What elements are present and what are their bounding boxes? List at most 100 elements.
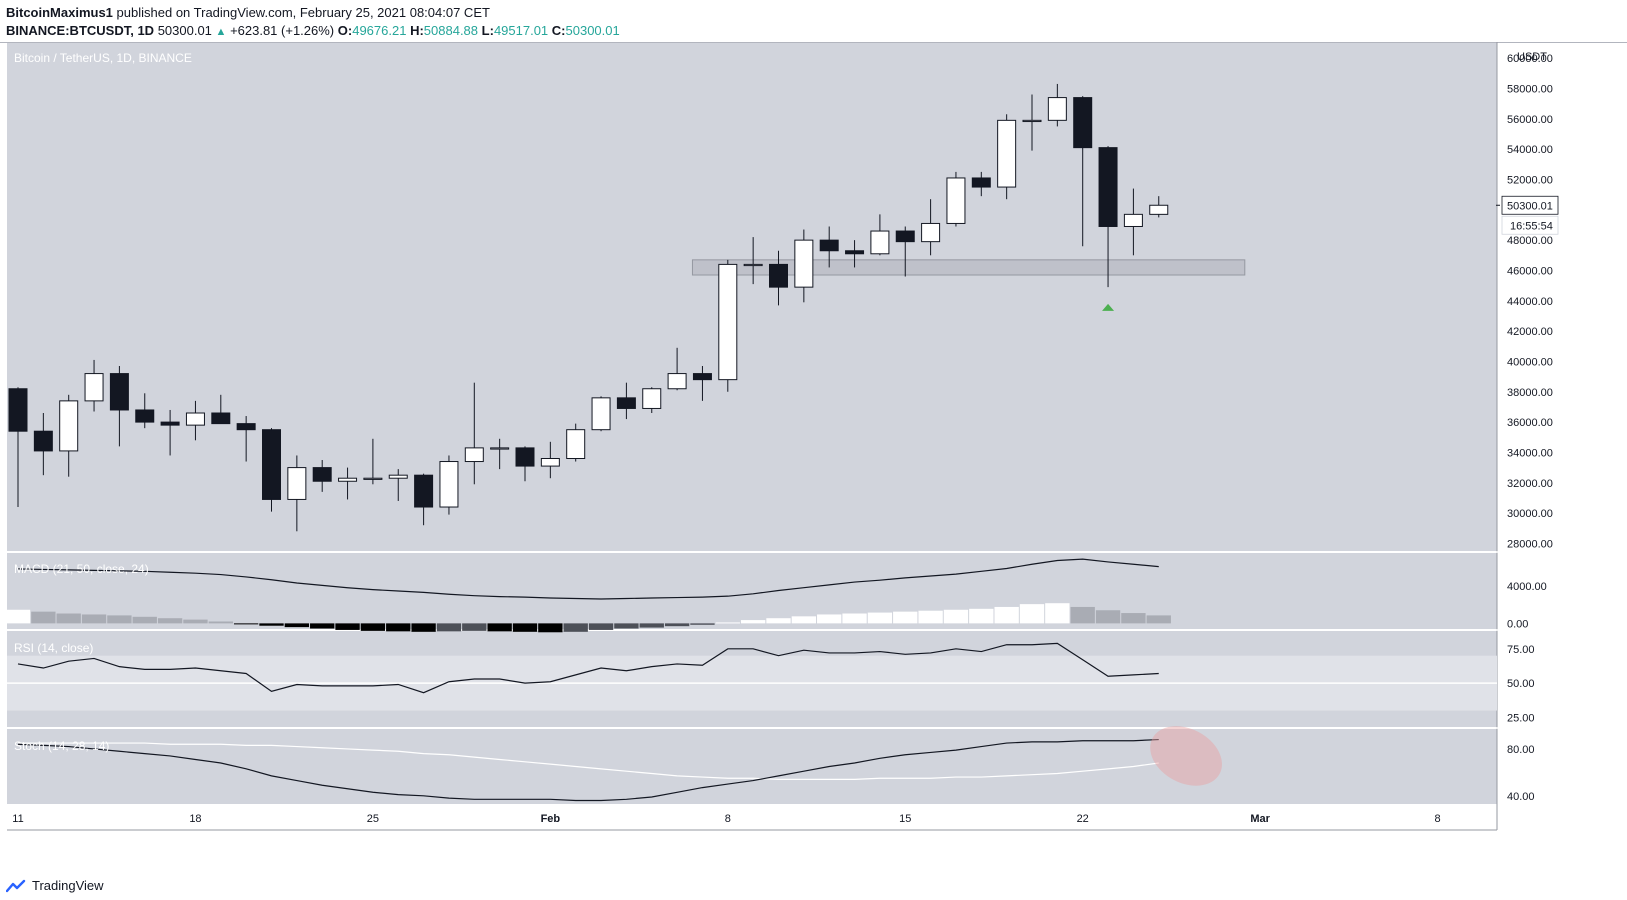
last-price: 50300.01 (157, 23, 212, 38)
candle-body (287, 467, 307, 500)
publisher-name[interactable]: BitcoinMaximus1 (6, 5, 113, 20)
macd-histogram-bar (994, 606, 1019, 624)
stoch-tick-label: 80.00 (1507, 744, 1535, 756)
low-value: 49517.01 (493, 23, 549, 38)
price-change: +623.81 (+1.26%) (230, 23, 335, 38)
time-tick-label: 18 (189, 813, 201, 825)
macd-histogram-bar (81, 614, 107, 624)
macd-histogram-bar (157, 618, 183, 624)
candle-body (59, 400, 79, 452)
time-tick-label: 8 (725, 813, 731, 825)
macd-histogram-bar (1095, 610, 1121, 624)
candle-body (895, 230, 915, 243)
macd-histogram-bar (893, 611, 918, 624)
candle-body (363, 477, 383, 480)
macd-histogram-bar (233, 623, 259, 625)
candle-body (591, 397, 611, 431)
candle-body (109, 373, 129, 411)
macd-histogram-bar (538, 623, 563, 633)
candle-body (515, 447, 535, 467)
price-tick-label: 44000.00 (1507, 296, 1553, 308)
candle-body (743, 263, 763, 267)
candle-body (769, 263, 788, 288)
time-tick-label: 22 (1077, 813, 1089, 825)
candle-body (921, 222, 941, 243)
tradingview-logo-icon (6, 879, 26, 892)
price-currency-label: USDT (1517, 51, 1547, 63)
macd-histogram-bar (5, 609, 31, 624)
macd-histogram-bar (411, 623, 436, 632)
candle-body (8, 388, 28, 432)
pane-backgrounds (0, 42, 1627, 831)
up-triangle-icon: ▲ (215, 26, 227, 38)
last-price-tag-label: 50300.01 (1507, 200, 1553, 212)
pane-background (7, 553, 1497, 629)
candle-body (642, 388, 662, 409)
price-tick-label: 56000.00 (1507, 114, 1553, 126)
macd-histogram-bar (664, 623, 690, 627)
candle-body (338, 477, 358, 482)
macd-histogram-bar (817, 614, 842, 624)
last-price-tag (1501, 195, 1559, 215)
macd-histogram-bar (1121, 613, 1146, 624)
macd-histogram-bar (1019, 604, 1045, 624)
macd-histogram-bar (208, 621, 233, 624)
macd-histogram-bar (614, 623, 639, 629)
candle-body (135, 409, 155, 423)
macd-histogram-bar (512, 623, 538, 632)
price-tick-label: 60000.00 (1507, 53, 1553, 65)
price-tick-label: 48000.00 (1507, 235, 1553, 247)
open-label: O: (337, 23, 353, 38)
candle-body (819, 239, 839, 252)
macd-histogram-bar (943, 609, 969, 624)
time-tick-label: Mar (1250, 813, 1270, 825)
candle-body (997, 119, 1017, 188)
candle-body (464, 447, 484, 463)
candle-body (1073, 97, 1093, 149)
macd-histogram-bar (1070, 606, 1095, 624)
stoch-k-line (17, 738, 1159, 802)
macd-histogram-bar (867, 612, 893, 624)
macd-histogram-bar (335, 623, 360, 630)
price-tick-label: 46000.00 (1507, 265, 1553, 277)
candle-body (33, 430, 53, 452)
stoch-pane[interactable]: Stoch (14, 28, 14) (14, 714, 1232, 802)
macd-histogram-bar (1146, 615, 1171, 624)
stoch-d-line (18, 742, 1159, 780)
macd-histogram-bar (284, 623, 310, 628)
countdown-tag (1501, 215, 1559, 235)
candle-body (185, 412, 205, 426)
candle-body (160, 421, 180, 426)
candle-body (490, 447, 510, 450)
macd-histogram-bar (588, 623, 614, 630)
macd-histogram-bar (639, 623, 664, 628)
macd-histogram-bar (487, 623, 512, 632)
symbol-label[interactable]: BINANCE:BTCUSDT, 1D (6, 23, 155, 38)
signal-highlight-ellipse (1150, 726, 1222, 786)
macd-histogram-bar (132, 616, 157, 624)
macd-histogram-bar (715, 622, 740, 624)
time-tick-label: 11 (12, 813, 23, 825)
axes: 28000.00 30000.00 32000.00 34000.00 36000.00… (12, 51, 1559, 825)
macd-histogram-bar (31, 611, 56, 624)
price-tick-label: 30000.00 (1507, 508, 1553, 520)
macd-tick-label: 0.00 (1507, 618, 1528, 630)
price-tick-label: 38000.00 (1507, 387, 1553, 399)
close-label: C: (551, 23, 566, 38)
candle-body (616, 397, 636, 409)
price-tick-label: 58000.00 (1507, 83, 1553, 95)
rsi-pane[interactable]: RSI (14, close) (7, 641, 1497, 711)
price-tick-label: 32000.00 (1507, 478, 1553, 490)
rsi-tick-label: 75.00 (1507, 644, 1535, 656)
price-pane[interactable]: Bitcoin / TetherUS, 1D, BINANCE (8, 51, 1246, 532)
publish-info: BitcoinMaximus1 published on TradingView… (6, 5, 490, 20)
price-tick-label: 34000.00 (1507, 447, 1553, 459)
macd-pane[interactable]: MACD (21, 50, close, 24) (5, 558, 1171, 633)
open-value: 49676.21 (352, 23, 407, 38)
candle-body (414, 474, 434, 508)
time-tick-label: 25 (367, 813, 379, 825)
candle-body (1123, 213, 1143, 227)
macd-histogram-bar (740, 620, 766, 624)
footer-brand[interactable]: TradingView (6, 878, 104, 893)
